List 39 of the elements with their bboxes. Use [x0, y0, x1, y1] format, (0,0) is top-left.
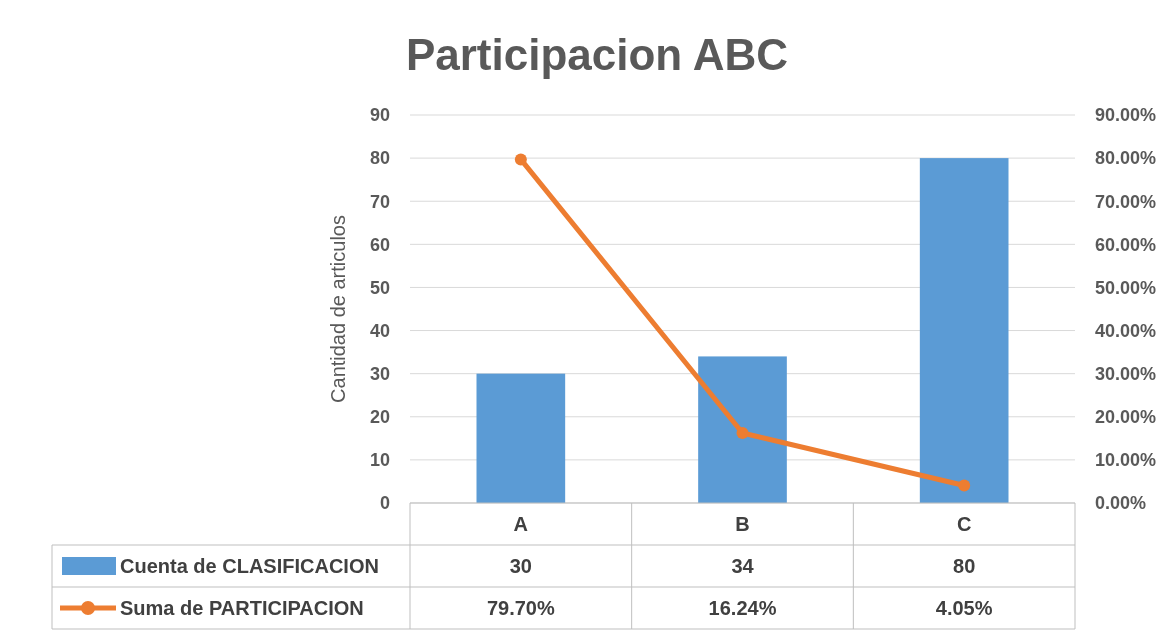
y2-tick-label: 60.00%: [1095, 234, 1157, 255]
data-label: 79.70%: [486, 597, 555, 619]
x-tick-label: C: [956, 513, 972, 535]
legend-label: Cuenta de CLASIFICACION: [120, 555, 379, 577]
y2-tick-label: 0.00%: [1095, 493, 1147, 514]
y2-tick-label: 30.00%: [1095, 363, 1157, 384]
y-tick-label: 20: [369, 407, 390, 428]
y-axis-title: Cantidad de articulos: [327, 215, 349, 403]
y2-tick-label: 20.00%: [1095, 407, 1157, 428]
point: [958, 479, 971, 492]
y-tick-label: 70: [369, 191, 390, 212]
y-tick-label: 90: [369, 105, 390, 126]
y2-tick-label: 50.00%: [1095, 277, 1157, 298]
y-tick-label: 10: [369, 450, 390, 471]
y-tick-label: 50: [369, 277, 390, 298]
y2-tick-label: 90.00%: [1095, 105, 1157, 126]
y-tick-label: 60: [369, 234, 390, 255]
bar: [698, 356, 787, 503]
point: [514, 153, 527, 166]
y2-tick-label: 80.00%: [1095, 148, 1157, 169]
y-tick-label: 0: [379, 493, 390, 514]
x-tick-label: A: [513, 513, 529, 535]
y2-tick-label: 40.00%: [1095, 320, 1157, 341]
y2-tick-label: 70.00%: [1095, 191, 1157, 212]
data-label: 34: [731, 555, 755, 577]
chart-title: Participacion ABC: [405, 30, 789, 79]
bar: [919, 158, 1009, 503]
bar: [476, 373, 566, 503]
legend-label: Suma de PARTICIPACION: [120, 597, 364, 619]
y-tick-label: 80: [369, 148, 390, 169]
data-label: 4.05%: [935, 597, 993, 619]
y-tick-label: 40: [369, 320, 390, 341]
data-label: 30: [509, 555, 532, 577]
point: [736, 426, 749, 439]
y-tick-label: 30: [369, 363, 390, 384]
y2-tick-label: 10.00%: [1095, 450, 1157, 471]
data-label: 80: [953, 555, 976, 577]
x-tick-label: B: [735, 513, 750, 535]
data-label: 16.24%: [708, 597, 777, 619]
